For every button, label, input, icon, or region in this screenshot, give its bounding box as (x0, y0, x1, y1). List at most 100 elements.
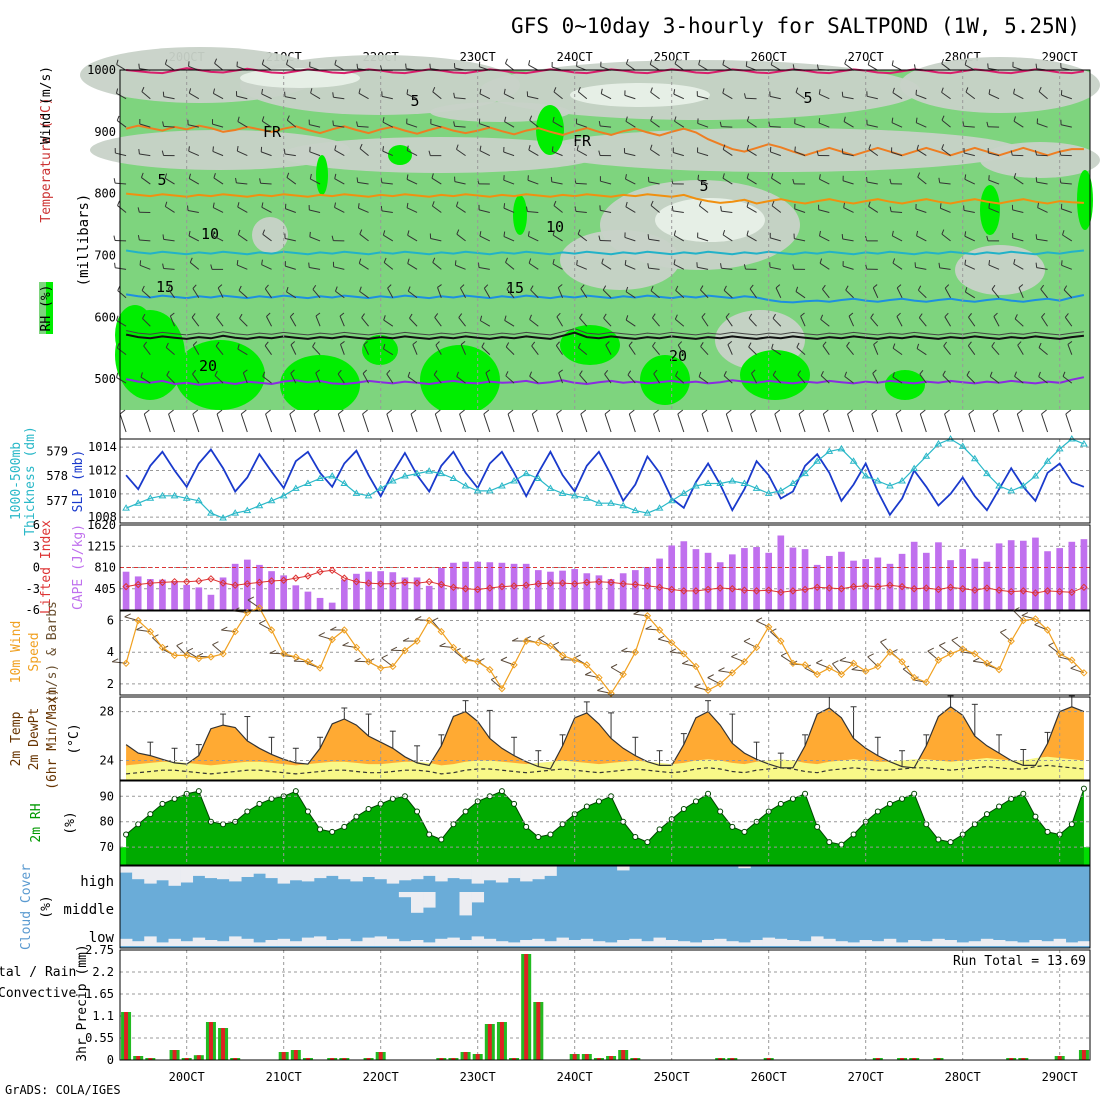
wind-barb (454, 181, 466, 185)
wind-barb (552, 263, 563, 270)
cloud-cell (883, 938, 897, 946)
wind-barb (842, 180, 854, 185)
wind-barb-flag (576, 61, 578, 67)
wind-barb-flag (771, 200, 775, 206)
wind-barb (796, 346, 806, 356)
wind-barb (479, 235, 491, 242)
wind-barb (286, 119, 297, 128)
wind-barb-flag (872, 284, 878, 289)
wind-barb (697, 237, 709, 242)
wind10-marker (789, 659, 797, 668)
wind10-marker (389, 662, 397, 671)
wind-barb (557, 287, 564, 298)
wind-barb (578, 91, 588, 100)
wind-barb (917, 176, 927, 185)
cloud-label-high: high (80, 874, 114, 890)
wind-barb (722, 92, 733, 100)
wind10-barb-flag (511, 637, 519, 642)
li-marker (510, 582, 518, 590)
wind-barb-flag (720, 206, 722, 212)
chart-title: GFS 0~10day 3-hourly for SALTPOND (1W, 5… (511, 14, 1080, 38)
cloud-cell (811, 936, 824, 946)
cape-bar (195, 587, 203, 610)
li-label: Lifted Index (39, 520, 54, 614)
cloud-cell (338, 938, 351, 946)
date-label-bottom: 21OCT (266, 1070, 302, 1084)
cloud-cell (896, 942, 909, 946)
surface-barb (1065, 413, 1073, 433)
precip-convective-bar (1081, 1050, 1086, 1060)
wind-barb-flag (964, 174, 967, 180)
thickness-marker (1007, 486, 1016, 494)
contour-20 (125, 124, 1084, 157)
wind-barb (479, 123, 490, 128)
wind-barb-flag (699, 285, 704, 291)
surface-barb-flag (847, 409, 853, 415)
wind-barb-flag (382, 230, 386, 236)
cloud-cell (362, 937, 375, 946)
surface-barb-flag (701, 409, 708, 415)
rh2-tick-label: 70 (100, 840, 114, 854)
thickness-marker (873, 477, 882, 484)
surface-barb (1016, 413, 1024, 433)
wind10-barb-flag (880, 638, 887, 643)
wind-barb-flag (453, 92, 456, 98)
wind-barb (988, 179, 1000, 185)
wind-barb-flag (1018, 284, 1024, 289)
wind-barb (722, 149, 733, 157)
wind10-barb-flag (454, 648, 461, 652)
cloud-cell (253, 942, 266, 946)
wind-barb-flag (770, 173, 774, 179)
wind-barb (335, 290, 345, 299)
wind-barb (1013, 120, 1024, 128)
cape-bar (935, 542, 942, 610)
wind10-barb-flag (124, 613, 131, 618)
wind-barb (505, 346, 515, 356)
wind-barb (167, 288, 175, 299)
thickness-line (125, 438, 1085, 519)
rh-region (280, 137, 600, 173)
pressure-tick-label: 800 (94, 187, 116, 201)
wind-barb (116, 320, 127, 327)
wind-barb-flag (1040, 284, 1045, 290)
wind-barb (454, 125, 466, 128)
contour-label: 5 (699, 177, 708, 195)
wind-barb-flag (216, 313, 220, 318)
wind-barb-flag (529, 371, 533, 377)
li-marker (364, 579, 373, 587)
wind10-marker (510, 661, 518, 669)
precip-convective-bar (463, 1052, 468, 1060)
wind-barb (386, 373, 394, 384)
surface-barb-flag (119, 409, 126, 415)
rh2-marker (789, 795, 796, 802)
wind-barb (189, 262, 200, 270)
wind-barb (504, 121, 515, 128)
wind-barb-flag (166, 370, 170, 376)
wind-barb (1013, 177, 1024, 185)
wind-barb-flag (431, 173, 434, 179)
wind-barb (896, 316, 903, 327)
wind-barb-flag (745, 61, 748, 67)
wind-barb-flag (916, 230, 919, 236)
cape-label: CAPE (J/kg) (71, 524, 86, 610)
wind-barb (626, 63, 636, 71)
wind-barb-flag (677, 341, 683, 346)
cloud-cell (435, 866, 448, 882)
wind-barb (943, 345, 951, 355)
li-marker (182, 577, 191, 586)
wind10-marker (486, 665, 494, 674)
li-marker (607, 578, 615, 587)
wind-barb (672, 210, 684, 213)
wind10-marker (340, 626, 349, 634)
precip-convective-bar (208, 1022, 213, 1060)
surface-barb-flag (362, 409, 368, 415)
wind-barb-flag (987, 63, 989, 69)
wind10-marker (958, 645, 967, 653)
wind-barb (505, 375, 515, 384)
rh-region (513, 195, 527, 235)
thickness-marker (607, 499, 615, 506)
wind10-marker (267, 626, 276, 634)
wind-barb-flag (188, 88, 192, 94)
wind-barb-flag (919, 369, 924, 375)
